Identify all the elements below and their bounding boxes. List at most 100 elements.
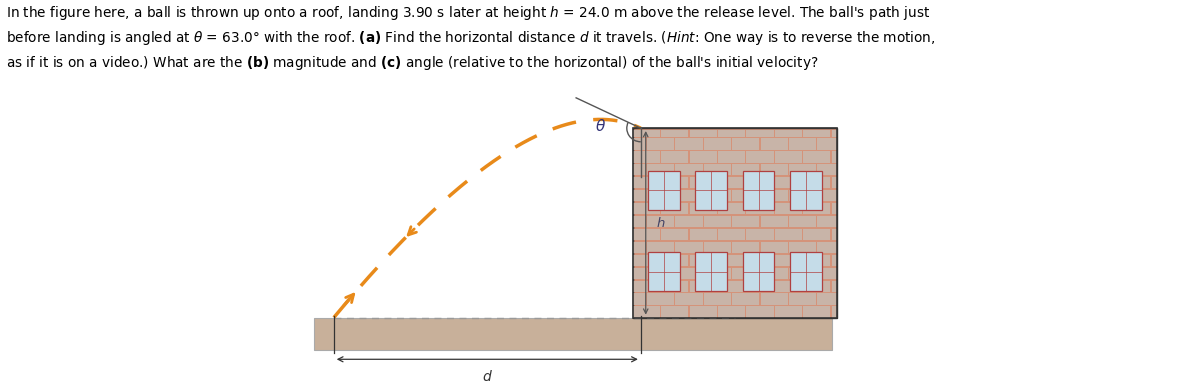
- Bar: [788, 293, 816, 305]
- Bar: [661, 203, 689, 214]
- Bar: [661, 281, 689, 292]
- Bar: [632, 216, 646, 227]
- Bar: [632, 130, 660, 137]
- Bar: [690, 177, 716, 188]
- Bar: [676, 216, 702, 227]
- Bar: [746, 306, 774, 318]
- Bar: [746, 203, 774, 214]
- Bar: [661, 151, 689, 162]
- Bar: [732, 216, 760, 227]
- Bar: [661, 177, 689, 188]
- Bar: [718, 177, 745, 188]
- Bar: [647, 190, 674, 201]
- Bar: [732, 293, 760, 305]
- Bar: [632, 229, 660, 240]
- Text: $d$: $d$: [482, 369, 493, 384]
- Bar: [803, 281, 830, 292]
- Bar: [832, 281, 838, 292]
- Bar: [775, 151, 802, 162]
- Bar: [632, 177, 660, 188]
- Bar: [743, 252, 774, 291]
- Bar: [690, 151, 716, 162]
- Bar: [803, 177, 830, 188]
- Bar: [732, 268, 760, 279]
- Bar: [718, 130, 745, 137]
- Bar: [695, 171, 727, 209]
- Bar: [718, 255, 745, 266]
- Bar: [761, 190, 787, 201]
- Bar: [632, 242, 646, 253]
- Bar: [746, 177, 774, 188]
- Bar: [761, 164, 787, 176]
- Bar: [648, 171, 680, 209]
- Bar: [832, 229, 838, 240]
- Bar: [832, 203, 838, 214]
- Bar: [788, 164, 816, 176]
- Bar: [632, 128, 838, 318]
- Bar: [832, 151, 838, 162]
- Bar: [746, 229, 774, 240]
- Bar: [676, 293, 702, 305]
- Bar: [718, 306, 745, 318]
- Bar: [718, 229, 745, 240]
- Bar: [761, 139, 787, 150]
- Bar: [775, 255, 802, 266]
- Bar: [648, 252, 680, 291]
- Bar: [803, 306, 830, 318]
- Bar: [632, 293, 646, 305]
- Bar: [632, 128, 838, 318]
- Bar: [647, 139, 674, 150]
- Bar: [718, 151, 745, 162]
- Bar: [775, 281, 802, 292]
- Bar: [632, 139, 646, 150]
- Bar: [746, 130, 774, 137]
- Bar: [832, 306, 838, 318]
- Bar: [746, 281, 774, 292]
- Bar: [676, 268, 702, 279]
- Bar: [676, 242, 702, 253]
- Bar: [803, 151, 830, 162]
- Bar: [695, 252, 727, 291]
- Bar: [703, 293, 731, 305]
- Bar: [788, 216, 816, 227]
- Bar: [832, 177, 838, 188]
- Bar: [803, 255, 830, 266]
- Bar: [632, 268, 646, 279]
- Bar: [817, 242, 838, 253]
- Text: $h$: $h$: [655, 216, 665, 230]
- Bar: [746, 255, 774, 266]
- Bar: [817, 190, 838, 201]
- Bar: [817, 216, 838, 227]
- Bar: [703, 164, 731, 176]
- Bar: [775, 306, 802, 318]
- Bar: [690, 255, 716, 266]
- Bar: [732, 242, 760, 253]
- Bar: [661, 255, 689, 266]
- Bar: [761, 293, 787, 305]
- Bar: [817, 293, 838, 305]
- Bar: [803, 203, 830, 214]
- Bar: [647, 216, 674, 227]
- Bar: [817, 268, 838, 279]
- Bar: [832, 130, 838, 137]
- Bar: [732, 164, 760, 176]
- Bar: [832, 255, 838, 266]
- Bar: [718, 203, 745, 214]
- Bar: [790, 171, 822, 209]
- Bar: [817, 139, 838, 150]
- Bar: [775, 203, 802, 214]
- Bar: [788, 268, 816, 279]
- Bar: [661, 229, 689, 240]
- Bar: [718, 281, 745, 292]
- Bar: [703, 139, 731, 150]
- Bar: [632, 306, 660, 318]
- Bar: [314, 318, 832, 350]
- Bar: [775, 229, 802, 240]
- Bar: [761, 268, 787, 279]
- Bar: [803, 229, 830, 240]
- Bar: [632, 151, 660, 162]
- Bar: [703, 242, 731, 253]
- Bar: [632, 164, 646, 176]
- Bar: [790, 252, 822, 291]
- Bar: [803, 130, 830, 137]
